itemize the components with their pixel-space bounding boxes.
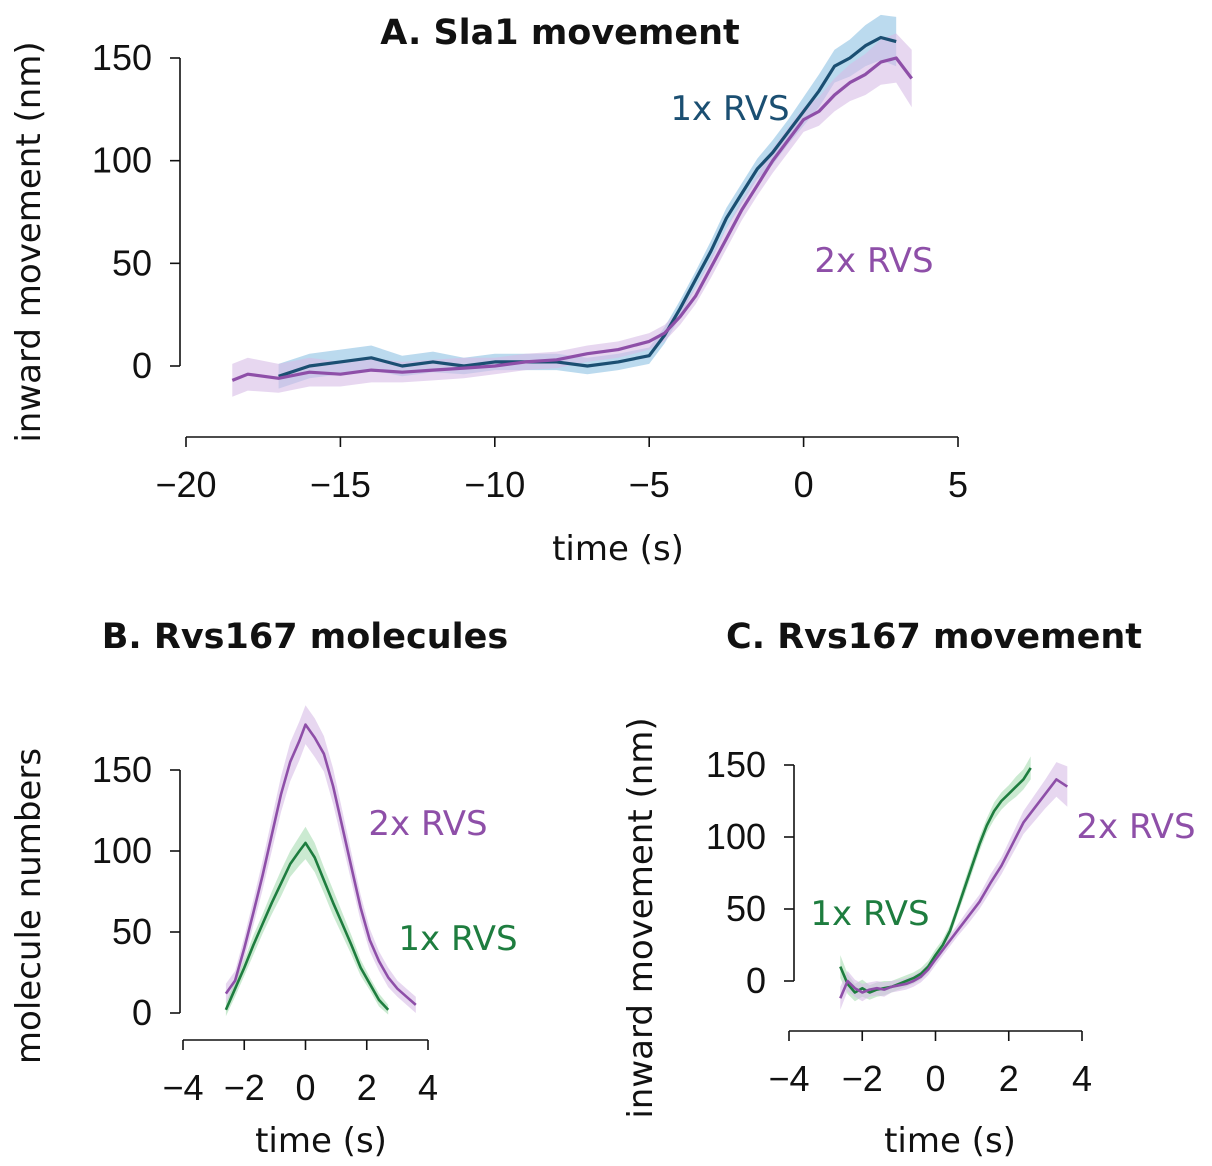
panel-a-x-tick-label: −5: [629, 464, 670, 505]
panel-a-y-tick-label: 150: [92, 37, 152, 78]
panel-b-series-label-1x: 1x RVS: [398, 919, 517, 959]
panel-c-line-2x-rvs: [839, 778, 1069, 999]
panel-b-x-tick-label: 4: [418, 1067, 438, 1108]
panel-c-y-tick-label: 50: [726, 888, 766, 929]
panel-c-y-axis-label: inward movement (nm): [621, 717, 661, 1118]
panel-b-series-label-2x: 2x RVS: [368, 804, 487, 844]
panel-b-x-tick-label: 2: [357, 1067, 377, 1108]
panel-a-x-tick-label: −20: [155, 464, 216, 505]
panel-a-x-tick-label: 5: [948, 464, 968, 505]
panel-c-x-axis-label: time (s): [884, 1121, 1016, 1161]
panel-c-x-tick-label: −4: [768, 1058, 809, 1099]
panel-b-tick-labels: 0 50 100 150 −4 −2 0 2 4: [92, 749, 438, 1108]
panel-a-band-2x-rvs: [232, 33, 912, 397]
panel-a-error-bands: [232, 14, 912, 397]
panel-c-band-2x-rvs: [840, 762, 1068, 1010]
panel-b-axes: [170, 769, 429, 1050]
panel-a-y-tick-label: 50: [112, 242, 152, 283]
panel-c-x-tick-label: 4: [1072, 1058, 1092, 1099]
panel-c-tick-labels: 0 50 100 150 −4 −2 0 2 4: [706, 744, 1092, 1099]
panel-c-line-1x-rvs: [839, 767, 1032, 994]
panel-a-x-tick-label: −15: [310, 464, 371, 505]
panel-c-rvs167-movement: C. Rvs167 movement inward movement (nm) …: [621, 617, 1196, 1161]
panel-a-series-label-2x: 2x RVS: [814, 241, 933, 281]
panel-a-y-axis-label: inward movement (nm): [9, 41, 49, 442]
panel-b-x-tick-label: −4: [162, 1067, 203, 1108]
panel-b-rvs167-molecules: B. Rvs167 molecules molecule numbers tim…: [9, 617, 518, 1161]
panel-a-line-1x-rvs: [278, 35, 897, 378]
panel-c-series-label-1x: 1x RVS: [810, 894, 929, 934]
panel-c-y-tick-label: 0: [746, 960, 766, 1001]
panel-b-y-tick-label: 50: [112, 911, 152, 952]
panel-c-x-tick-label: 2: [999, 1058, 1019, 1099]
panel-c-series-label-2x: 2x RVS: [1076, 807, 1195, 847]
panel-a-sla1-movement: A. Sla1 movement inward movement (nm) ti…: [9, 13, 968, 569]
panel-c-x-tick-label: 0: [925, 1058, 945, 1099]
panel-b-error-bands: [225, 705, 416, 1017]
panel-c-series-lines: [839, 767, 1069, 999]
panel-b-x-tick-label: −2: [224, 1067, 265, 1108]
panel-a-tick-labels: 0 50 100 150 −20 −15 −10 −5 0 5: [92, 37, 968, 505]
panel-b-line-1x-rvs: [224, 841, 390, 1011]
panel-a-line-2x-rvs: [231, 56, 913, 382]
panel-c-title: C. Rvs167 movement: [726, 617, 1142, 657]
panel-b-series-lines: [224, 723, 417, 1011]
panel-a-x-tick-label: −10: [464, 464, 525, 505]
panel-a-axes: [170, 57, 959, 447]
panel-c-axes: [784, 764, 1083, 1041]
panel-c-band-1x-rvs: [840, 756, 1031, 1002]
panel-c-error-bands: [840, 756, 1068, 1010]
panel-a-title: A. Sla1 movement: [380, 13, 740, 53]
panel-a-x-tick-label: 0: [794, 464, 814, 505]
panel-a-series-label-1x: 1x RVS: [670, 89, 789, 129]
panel-c-x-tick-label: −2: [842, 1058, 883, 1099]
panel-b-line-2x-rvs: [224, 723, 417, 1006]
panel-b-title: B. Rvs167 molecules: [102, 617, 508, 657]
panel-c-y-tick-label: 100: [706, 816, 766, 857]
panel-b-band-2x-rvs: [225, 705, 416, 1013]
panel-b-y-axis-label: molecule numbers: [9, 748, 49, 1064]
panel-b-y-tick-label: 100: [92, 830, 152, 871]
panel-a-series-lines: [231, 35, 913, 382]
panel-b-x-axis-label: time (s): [255, 1121, 387, 1161]
panel-a-x-axis-label: time (s): [552, 529, 684, 569]
panel-b-x-tick-label: 0: [295, 1067, 315, 1108]
panel-c-y-tick-label: 150: [706, 744, 766, 785]
panel-a-y-tick-label: 0: [132, 345, 152, 386]
panel-a-band-1x-rvs: [278, 14, 897, 389]
panel-b-y-tick-label: 150: [92, 749, 152, 790]
panel-b-y-tick-label: 0: [132, 992, 152, 1033]
panel-a-y-tick-label: 100: [92, 140, 152, 181]
